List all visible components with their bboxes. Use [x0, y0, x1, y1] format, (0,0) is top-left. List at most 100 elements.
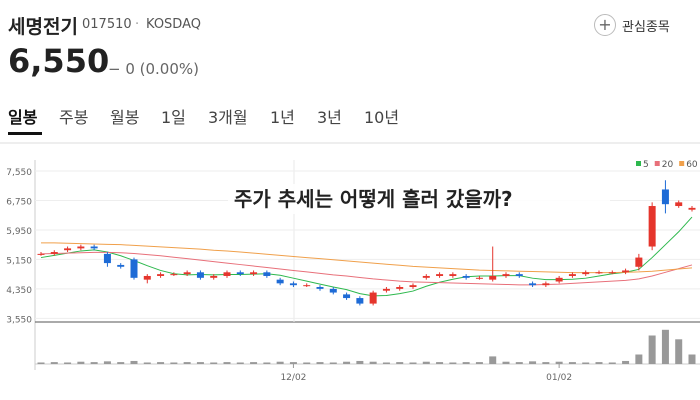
- volume-bar: [502, 361, 510, 364]
- volume-bar: [635, 354, 643, 364]
- y-tick-label: 6,750: [6, 198, 32, 208]
- volume-bar: [196, 362, 204, 364]
- plus-icon[interactable]: +: [594, 14, 616, 36]
- volume-bar: [170, 362, 178, 364]
- market: KOSDAQ: [146, 17, 201, 32]
- volume-bar: [329, 362, 337, 364]
- volume-bar: [582, 362, 590, 364]
- volume-bar: [276, 361, 284, 364]
- candle-body: [502, 274, 510, 276]
- price-change: − 0 (0.00%): [108, 60, 200, 78]
- candle-body: [316, 287, 324, 289]
- candle-body: [329, 288, 337, 293]
- volume-bar: [356, 360, 364, 364]
- candle-body: [675, 202, 683, 207]
- volume-bar: [515, 362, 523, 364]
- volume-bar: [183, 362, 191, 364]
- candle-body: [436, 274, 444, 276]
- tab[interactable]: 주봉: [59, 108, 89, 127]
- candle-body: [343, 294, 351, 299]
- annotation-bg: [228, 184, 610, 214]
- volume-bar: [77, 361, 85, 364]
- volume-bar: [250, 362, 258, 364]
- volume-bar: [303, 362, 311, 364]
- candle-body: [276, 279, 284, 284]
- watch-button[interactable]: 관심종목: [622, 20, 670, 35]
- volume-bar: [462, 362, 470, 364]
- volume-bar: [117, 362, 125, 364]
- volume-bar: [489, 356, 497, 364]
- y-tick-label: 4,350: [6, 286, 32, 296]
- volume-bar: [143, 362, 151, 364]
- candle-body: [635, 257, 643, 267]
- tab[interactable]: 1년: [270, 108, 295, 127]
- candle-body: [462, 275, 470, 278]
- annotation: 주가 추세는 어떻게 흘러 갔을까?: [234, 187, 513, 211]
- legend-label: 60: [686, 160, 698, 170]
- volume-bar: [542, 362, 550, 364]
- candle-body: [143, 275, 151, 280]
- volume-bar: [648, 335, 656, 364]
- volume-bar: [555, 361, 563, 364]
- volume-bar: [369, 361, 377, 364]
- volume-bar: [595, 362, 603, 364]
- volume-bar: [529, 361, 537, 364]
- volume-bar: [343, 361, 351, 364]
- candle-body: [688, 207, 696, 210]
- legend-label: 20: [662, 160, 674, 170]
- legend-label: 5: [643, 160, 649, 170]
- volume-bar: [568, 362, 576, 364]
- candle-body: [289, 283, 297, 286]
- moving-average: [41, 242, 693, 274]
- volume-bar: [223, 362, 231, 364]
- tab[interactable]: 10년: [364, 108, 400, 127]
- tab[interactable]: 월봉: [110, 108, 140, 127]
- volume-bar: [64, 362, 72, 364]
- legend-swatch: [679, 161, 685, 166]
- tab[interactable]: 일봉: [8, 108, 38, 127]
- candle-body: [409, 285, 417, 288]
- y-tick-label: 5,950: [6, 227, 32, 237]
- volume-bar: [688, 354, 696, 364]
- moving-average: [40, 216, 693, 297]
- candle-body: [90, 246, 98, 249]
- candle-body: [196, 272, 204, 278]
- candle-body: [422, 275, 430, 278]
- candle-body: [449, 274, 457, 276]
- volume-bar: [475, 362, 483, 364]
- tab[interactable]: 3개월: [208, 108, 248, 127]
- candle-body: [183, 272, 191, 275]
- volume-bar: [263, 362, 271, 364]
- candle-body: [250, 272, 258, 275]
- candle-body: [223, 272, 231, 276]
- candle-body: [595, 272, 603, 274]
- volume-bar: [289, 362, 297, 364]
- volume-bar: [608, 362, 616, 364]
- volume-bar: [236, 362, 244, 364]
- tab-underline: [8, 132, 42, 135]
- candle-body: [661, 189, 669, 205]
- candle-body: [382, 288, 390, 291]
- volume-bar: [396, 362, 404, 364]
- candle-body: [117, 264, 125, 267]
- volume-bar: [436, 362, 444, 364]
- tab[interactable]: 3년: [317, 108, 342, 127]
- candle-body: [64, 248, 72, 251]
- candle-body: [77, 246, 85, 249]
- separator: ·: [135, 17, 140, 32]
- volume-bar: [661, 329, 669, 364]
- candle-body: [582, 272, 590, 275]
- candle-body: [37, 253, 45, 255]
- tab[interactable]: 1일: [161, 108, 186, 127]
- candle-body: [263, 272, 271, 276]
- y-tick-label: 5,150: [6, 256, 32, 266]
- candle-body: [103, 253, 111, 264]
- volume-bar: [422, 361, 430, 364]
- candle-body: [170, 274, 178, 276]
- y-tick-label: 3,550: [6, 315, 32, 325]
- candle-body: [555, 277, 563, 282]
- stock-code: 017510: [82, 17, 132, 32]
- candle-body: [303, 285, 311, 287]
- moving-average: [40, 251, 693, 286]
